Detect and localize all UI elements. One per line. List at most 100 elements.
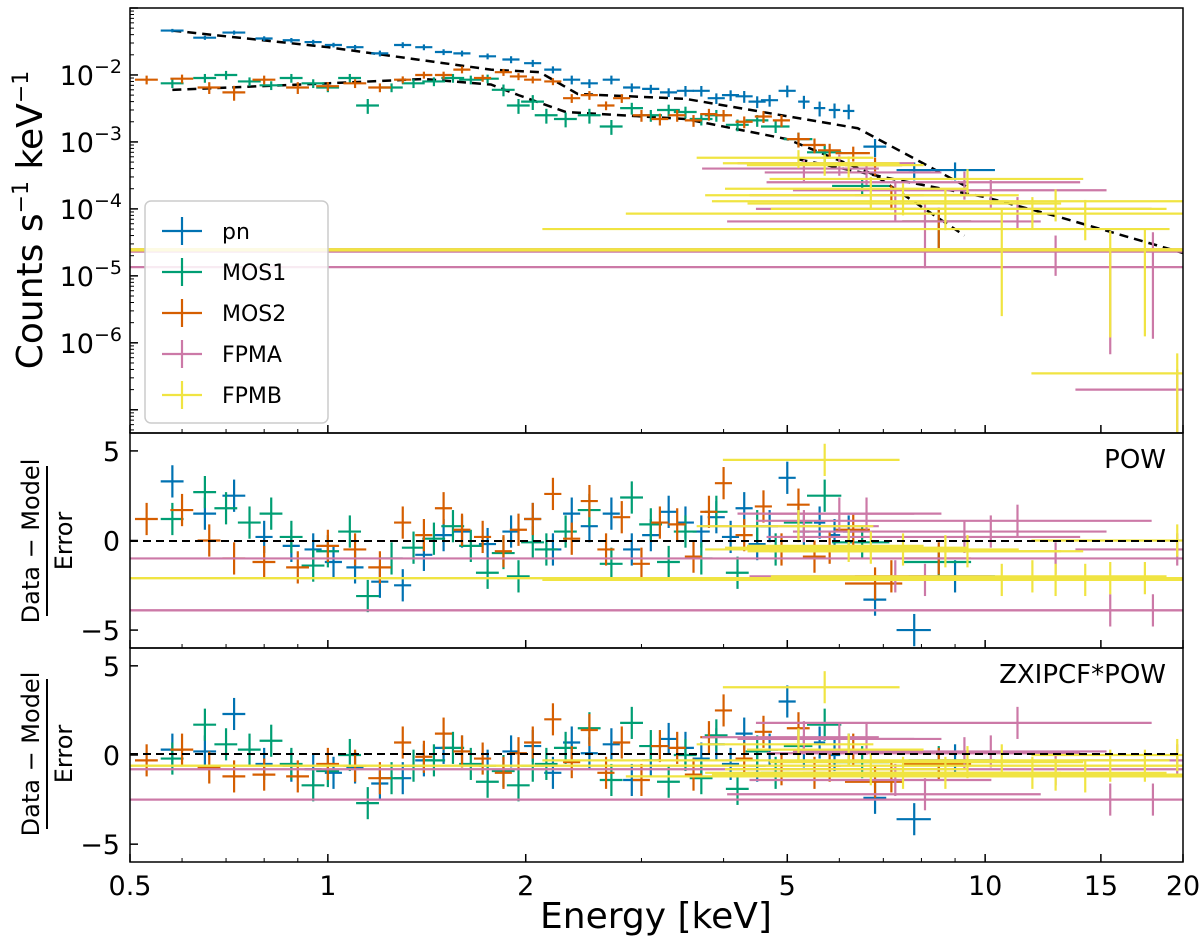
data-point-fpmb	[769, 169, 1084, 194]
pow-residual-fpmb	[725, 531, 967, 564]
x-tick-label: 10	[968, 871, 1002, 902]
pow-residual-mos1	[534, 533, 558, 566]
zxipcf-residual-pn	[778, 685, 796, 718]
zxipcf-residual-mos2	[415, 740, 433, 773]
data-point-fpmb	[705, 183, 1019, 216]
data-point-mos1	[237, 77, 261, 87]
pow-residual-mos2	[316, 529, 340, 562]
zxipcf-residual-mos2	[368, 762, 392, 795]
data-point-mos2	[817, 143, 841, 159]
pow-residual-fpmb	[722, 443, 900, 476]
axis-ticks: 0.5 1 2 5 10 15 20 10−2 10−3 10−4 10−5 10−6 5 0 −5 5 0 −5	[60, 7, 1200, 902]
pow-residual-fpmb	[625, 563, 1183, 597]
pow-residual-points	[130, 443, 1183, 647]
y-tick-label: 10−4	[60, 190, 122, 226]
pow-residual-pn	[502, 515, 520, 548]
zxipcf-residual-mos1	[506, 769, 530, 802]
x-axis-title: Energy [keV]	[540, 896, 772, 937]
pow-residual-pn	[623, 533, 641, 566]
zxipcf-residual-mos1	[534, 747, 558, 780]
zxipcf-residual-pn	[502, 735, 520, 768]
zxipcf-residual-mos2	[434, 717, 453, 750]
data-point-mos1	[491, 84, 515, 97]
data-point-mos1	[506, 99, 530, 114]
data-point-mos1	[832, 178, 890, 197]
pow-residual-fpmb	[770, 560, 1167, 593]
zxipcf-residual-fpma	[130, 783, 1183, 816]
data-point-pn	[222, 30, 246, 35]
spectrum-points	[130, 28, 1183, 433]
data-point-mos1	[160, 79, 184, 89]
pow-residual-pn	[813, 506, 826, 539]
data-point-pn	[798, 95, 810, 109]
pow-residual-mos1	[553, 515, 577, 548]
pow-residual-fpma	[755, 504, 1152, 537]
pow-residual-mos2	[835, 513, 870, 546]
data-point-mos2	[222, 85, 246, 101]
y-axis-title-spectrum: Counts s−1 keV−1	[9, 71, 51, 370]
data-point-mos1	[422, 77, 446, 87]
data-point-pn	[434, 49, 453, 56]
zxipcf-residual-mos1	[745, 735, 769, 768]
data-point-fpmb	[542, 209, 1170, 317]
data-point-pn	[524, 59, 542, 67]
model-line	[172, 29, 972, 190]
x-tick-label: 20	[1166, 871, 1200, 902]
zxipcf-residual-fpma	[727, 778, 1041, 811]
legend-box	[144, 200, 329, 424]
zxipcf-residual-mos2	[316, 747, 340, 780]
pow-residual-mos1	[301, 549, 325, 582]
data-point-pn	[502, 56, 520, 64]
legend-label: MOS1	[222, 261, 286, 286]
data-point-mos2	[434, 71, 453, 79]
data-point-fpmb	[711, 189, 1183, 222]
zxipcf-residual-mos2	[544, 703, 562, 736]
data-point-mos2	[343, 79, 367, 89]
ylabel-numerator: Data − Model	[17, 459, 45, 624]
pow-residual-fpma	[1075, 533, 1183, 566]
y-tick-label: −5	[80, 830, 120, 861]
data-point-mos2	[714, 109, 733, 122]
pow-residual-mos2	[252, 545, 276, 579]
x-tick-label: 0.5	[109, 871, 152, 902]
data-point-fpma	[727, 204, 1041, 269]
zxipcf-residual-points	[130, 671, 1183, 836]
legend-label: pn	[222, 220, 250, 245]
pow-residual-mos2	[754, 490, 772, 523]
data-point-mos2	[684, 115, 702, 127]
zxipcf-residual-fpmb	[722, 671, 900, 704]
data-point-mos1	[279, 73, 303, 83]
data-point-pn	[748, 96, 766, 109]
pow-residual-mos1	[338, 515, 362, 548]
pow-residual-mos2	[668, 508, 686, 541]
pow-residual-fpmb	[696, 510, 874, 543]
data-point-pn	[371, 50, 389, 57]
data-point-pn	[304, 39, 322, 45]
pow-residual-mos1	[475, 556, 499, 589]
pow-residual-mos2	[170, 493, 194, 527]
zxipcf-residual-fpmb	[696, 728, 874, 761]
y-axis-title-zxipcf: Data − Model Error	[17, 672, 78, 837]
zxipcf-residual-mos1	[259, 724, 283, 757]
pow-residual-mos1	[506, 560, 530, 593]
legend-label: FPMB	[222, 384, 282, 409]
zxipcf-residual-mos1	[807, 708, 842, 741]
pow-residual-mos1	[599, 547, 623, 580]
data-point-pn	[760, 94, 779, 107]
pow-residual-mos2	[684, 540, 702, 573]
data-point-pn	[863, 139, 887, 158]
pow-residual-mos2	[613, 501, 631, 534]
pow-residual-mos1	[639, 508, 663, 541]
data-point-mos1	[534, 108, 558, 124]
zxipcf-residual-mos2	[754, 715, 772, 748]
pow-residual-mos2	[735, 519, 753, 552]
x-tick-label: 2	[517, 871, 534, 902]
y-tick-label: −5	[80, 616, 120, 647]
data-point-pn	[453, 50, 471, 57]
zxipcf-residual-mos2	[613, 726, 631, 759]
pow-residual-mos2	[343, 533, 367, 566]
data-point-mos2	[197, 82, 221, 94]
pow-residual-fpmb	[746, 529, 924, 562]
data-point-mos1	[599, 120, 623, 135]
